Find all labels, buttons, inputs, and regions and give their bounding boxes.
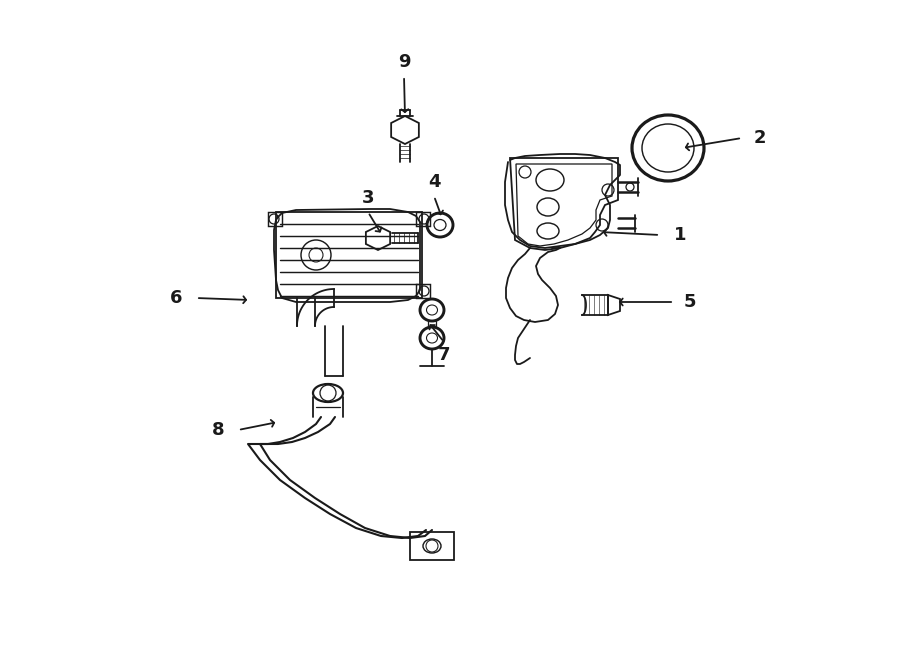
Text: 8: 8 — [212, 421, 224, 439]
Text: 9: 9 — [398, 53, 410, 71]
Text: 1: 1 — [674, 226, 686, 244]
Text: 4: 4 — [428, 173, 440, 191]
Text: 2: 2 — [754, 129, 766, 147]
Text: 3: 3 — [362, 189, 374, 207]
Text: 7: 7 — [437, 346, 450, 364]
Text: 5: 5 — [684, 293, 697, 311]
Text: 6: 6 — [170, 289, 182, 307]
